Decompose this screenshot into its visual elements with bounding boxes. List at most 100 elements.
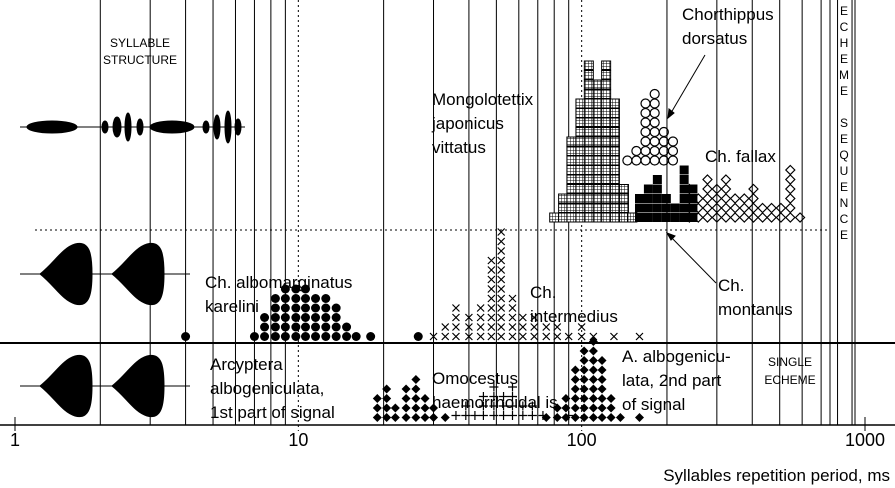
series-label: intermedius xyxy=(530,307,618,326)
marker xyxy=(618,184,629,194)
marker xyxy=(583,60,594,71)
dot-stack xyxy=(631,145,642,166)
marker xyxy=(640,145,651,157)
dot-stack xyxy=(478,392,488,420)
marker xyxy=(667,145,679,157)
marker xyxy=(413,332,423,341)
marker xyxy=(497,323,506,331)
dot-stack xyxy=(351,332,361,341)
marker xyxy=(649,107,660,119)
marker xyxy=(497,266,506,274)
marker xyxy=(592,174,603,185)
marker xyxy=(390,413,400,422)
marker xyxy=(583,203,594,213)
marker xyxy=(649,126,660,138)
marker xyxy=(497,256,506,265)
marker xyxy=(688,194,698,203)
marker xyxy=(577,332,586,341)
series-label: Omocestus xyxy=(432,369,518,388)
marker xyxy=(702,174,713,185)
marker xyxy=(499,392,509,401)
echeme-sequence-label: ECHEME SEQUENCE xyxy=(837,4,851,244)
marker xyxy=(575,184,586,194)
marker xyxy=(321,294,331,303)
series-label: Chorthippus xyxy=(682,5,774,24)
marker xyxy=(684,212,695,223)
marker xyxy=(549,212,560,223)
dot-stack xyxy=(670,203,680,222)
marker xyxy=(658,126,669,138)
marker xyxy=(260,332,270,341)
marker xyxy=(372,413,382,422)
marker xyxy=(342,332,352,341)
marker xyxy=(497,294,506,303)
marker xyxy=(588,346,598,356)
marker xyxy=(609,98,620,109)
marker xyxy=(575,98,586,109)
marker xyxy=(609,117,620,128)
marker xyxy=(518,332,527,341)
marker xyxy=(684,183,695,195)
dot-stack xyxy=(649,88,660,166)
dot-stack xyxy=(640,98,651,166)
dot-stack xyxy=(321,294,331,341)
marker xyxy=(478,411,488,420)
marker xyxy=(331,332,341,341)
marker xyxy=(652,184,662,194)
marker xyxy=(487,332,496,341)
marker xyxy=(487,323,496,331)
marker xyxy=(382,413,392,422)
marker xyxy=(566,174,577,185)
marker xyxy=(301,332,311,341)
marker xyxy=(588,365,598,375)
marker xyxy=(452,304,460,312)
dot-stack xyxy=(643,184,653,222)
marker xyxy=(497,228,506,236)
marker xyxy=(518,401,528,411)
marker xyxy=(461,401,471,411)
marker xyxy=(601,174,612,185)
marker xyxy=(592,127,603,137)
dot-stack xyxy=(470,411,480,420)
marker xyxy=(679,175,689,184)
marker xyxy=(588,394,598,403)
marker xyxy=(489,411,499,420)
dot-stack xyxy=(390,403,400,422)
marker xyxy=(670,213,680,222)
marker xyxy=(635,194,645,203)
marker xyxy=(748,183,759,195)
marker xyxy=(622,155,633,166)
marker xyxy=(478,401,488,411)
marker xyxy=(342,322,352,332)
dot-stack xyxy=(476,304,485,341)
marker xyxy=(606,403,616,413)
x-tick-label: 1000 xyxy=(845,430,885,450)
marker xyxy=(181,332,191,341)
marker xyxy=(692,193,704,204)
marker xyxy=(702,193,713,204)
marker xyxy=(429,413,439,422)
marker xyxy=(775,212,787,223)
marker xyxy=(270,332,280,341)
marker xyxy=(635,213,645,222)
dot-stack xyxy=(331,303,341,341)
marker xyxy=(507,411,517,420)
marker xyxy=(702,212,713,223)
marker xyxy=(597,394,607,403)
marker xyxy=(609,203,620,213)
marker xyxy=(784,164,796,176)
marker xyxy=(499,411,509,420)
marker xyxy=(487,285,496,293)
dot-stack xyxy=(542,323,551,341)
marker xyxy=(566,203,577,213)
dot-stack xyxy=(552,403,562,422)
marker xyxy=(401,403,411,413)
dot-stack xyxy=(372,394,382,422)
dot-stack xyxy=(429,403,439,422)
marker xyxy=(609,108,620,118)
panel-label: SINGLE xyxy=(768,355,812,369)
marker xyxy=(702,183,713,195)
dot-stack xyxy=(615,413,625,422)
marker xyxy=(558,193,569,204)
x-tick-label: 10 xyxy=(288,430,308,450)
